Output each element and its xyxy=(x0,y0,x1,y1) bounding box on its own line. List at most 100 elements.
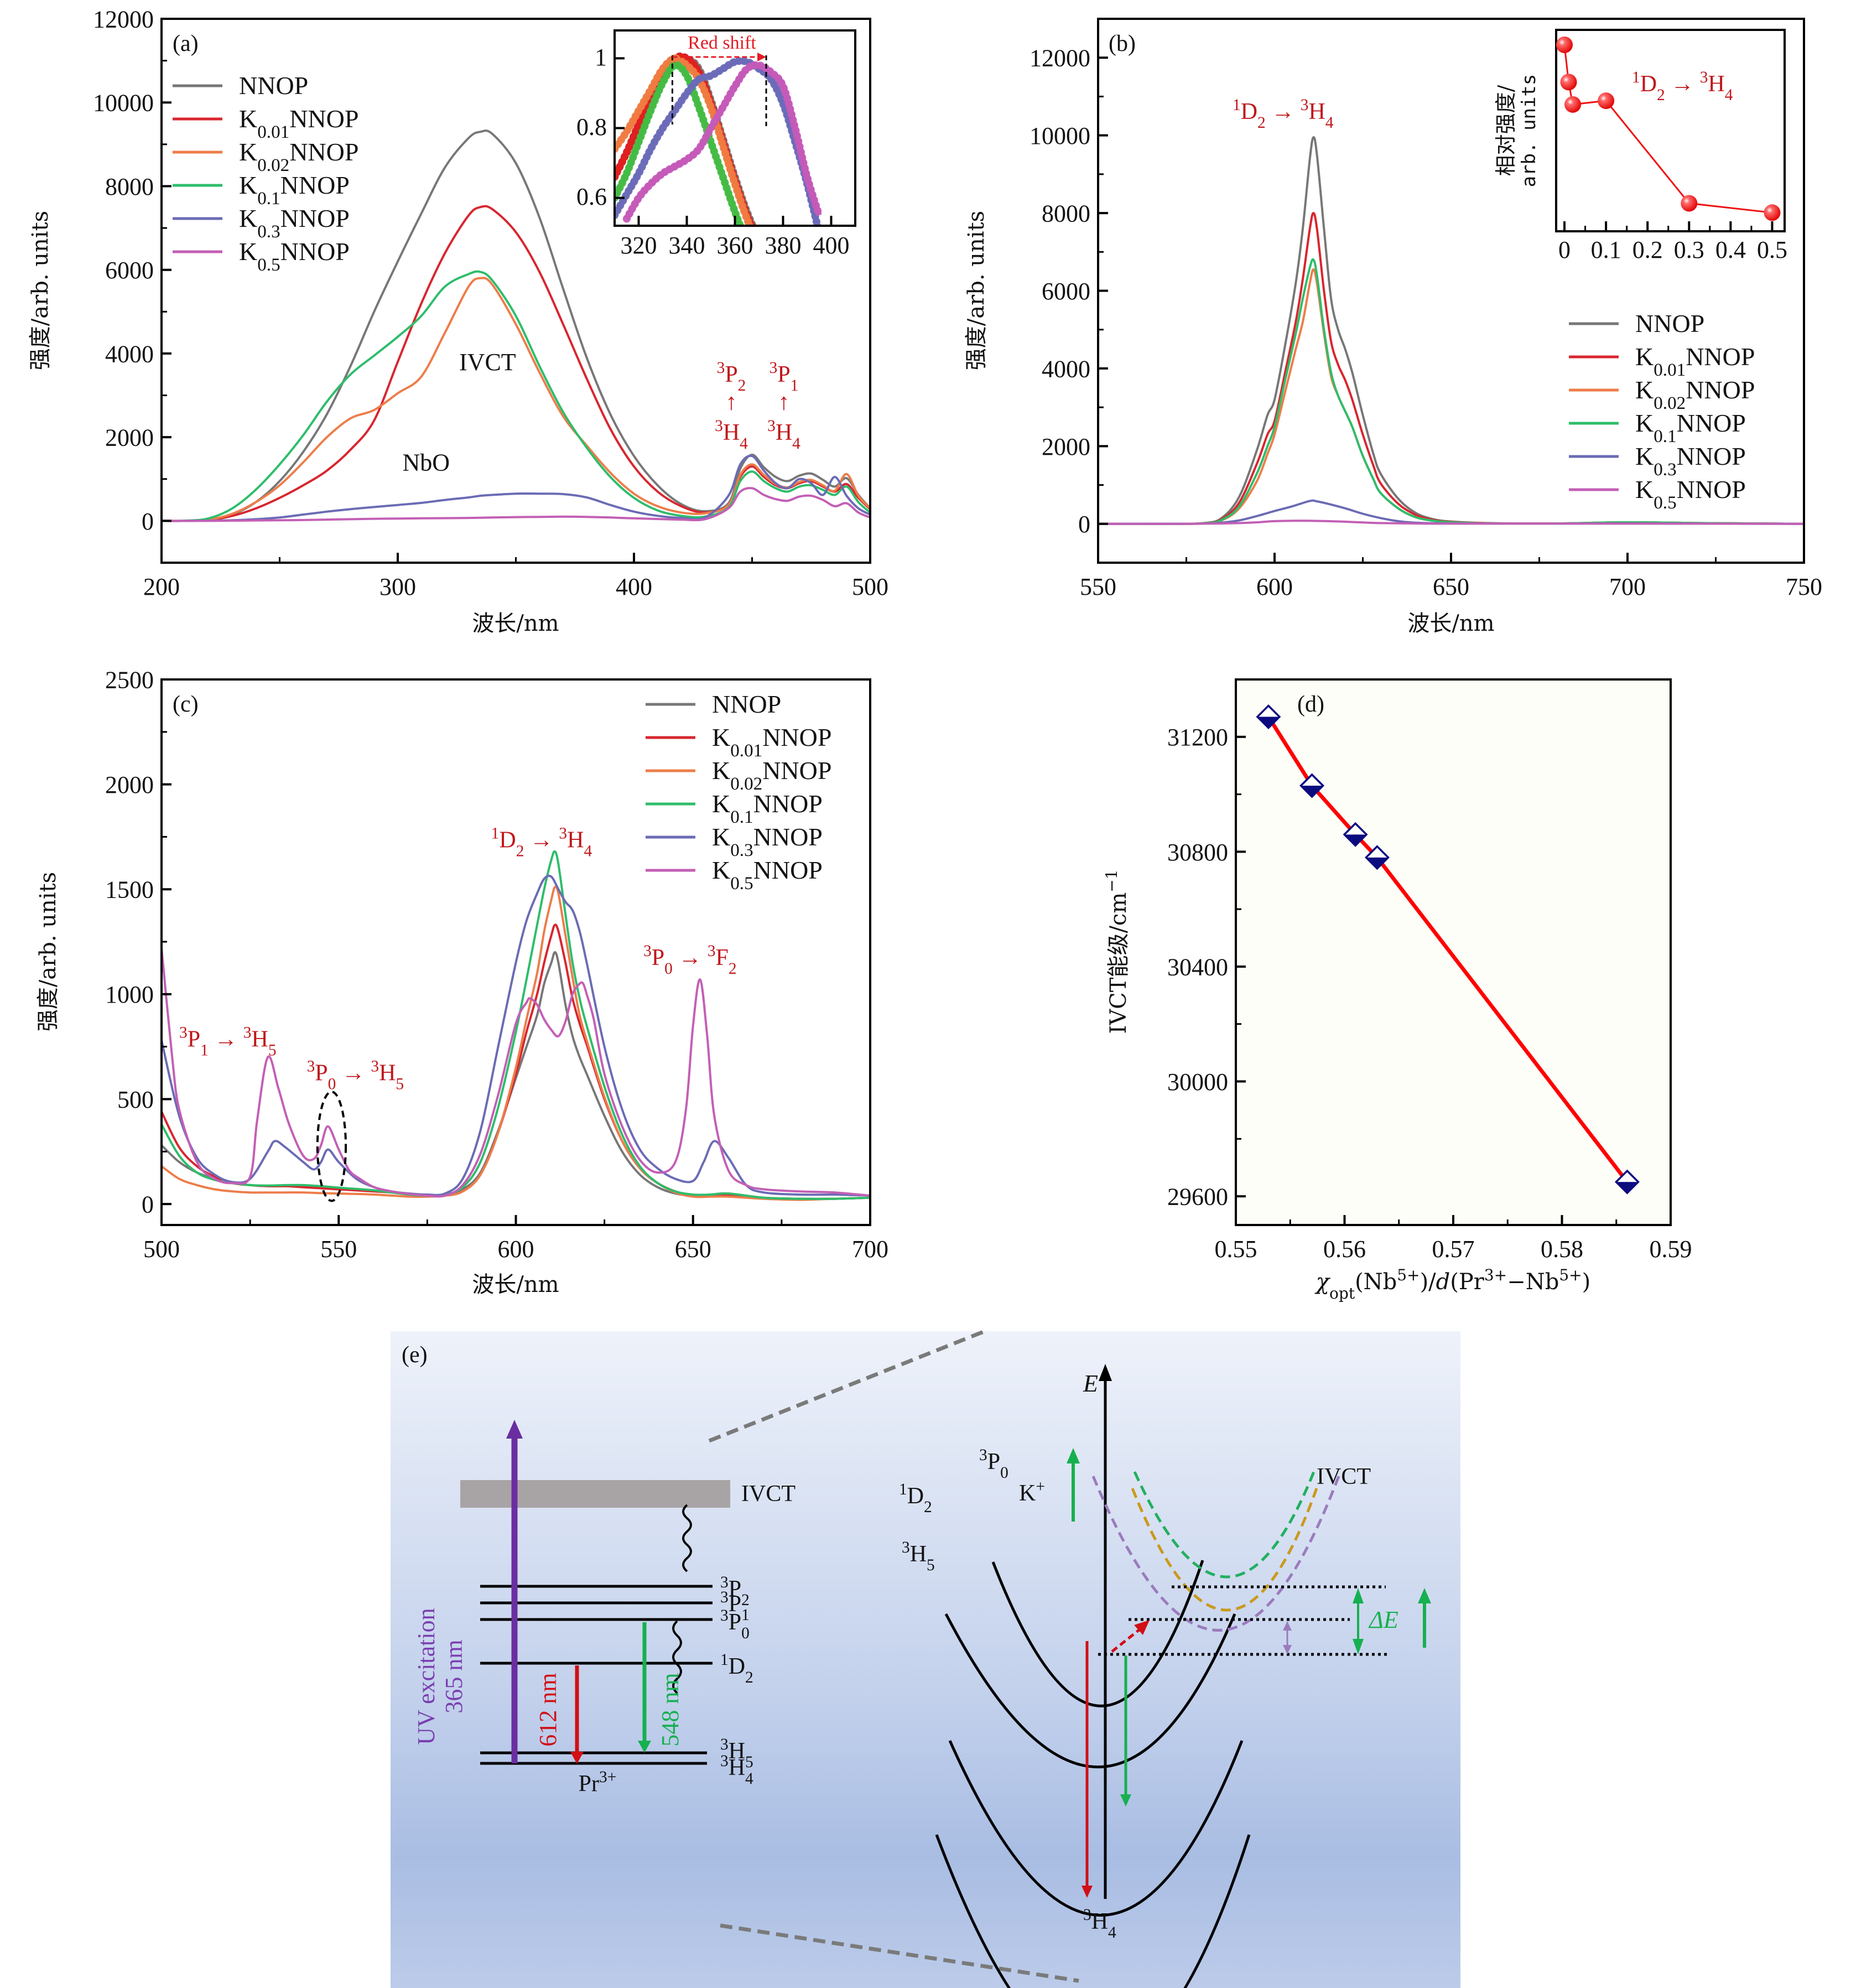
x-tick-label: 0.59 xyxy=(1650,1236,1692,1263)
legend-label: K0.5NNOP xyxy=(239,237,350,275)
transition-annotation: 3P1 → 3H5 xyxy=(179,1024,277,1060)
y-tick-label: 30000 xyxy=(1167,1068,1228,1096)
pr3plus-text: Pr3+ xyxy=(579,1768,617,1797)
ivct-curve-green xyxy=(1133,1471,1316,1579)
panel-e-label: (e) xyxy=(402,1342,428,1368)
panel-a-inset-plot xyxy=(615,52,823,226)
y-tick-label: 6000 xyxy=(105,257,154,284)
panel-e-background xyxy=(391,1331,1460,1988)
series-line-K0.3NNOP xyxy=(160,874,871,1197)
x-tick-label: 750 xyxy=(1786,573,1822,600)
curve-3H4 xyxy=(935,1834,1251,1988)
y-tick-label: 30800 xyxy=(1167,839,1228,866)
panel-c-xlabel: 波长/nm xyxy=(472,1272,559,1297)
y-tick-label: 500 xyxy=(117,1086,154,1113)
panel-b-inset: 0 0.1 0.2 0.3 0.4 0.5 相对强度/ arb. units 1D2 → … xyxy=(1494,29,1787,263)
x-tick-label: 550 xyxy=(1080,573,1116,600)
x-tick-label: 200 xyxy=(143,573,180,600)
legend-label: K0.1NNOP xyxy=(239,171,350,209)
panel-a: 200 300 400 500020004000600080001000012000 … xyxy=(28,6,888,636)
legend-item: K0.01NNOP xyxy=(1569,342,1755,380)
legend-item: K0.1NNOP xyxy=(646,790,823,827)
panel-b-inset-ylabel-2: arb. units xyxy=(1518,74,1540,188)
legend-item: K0.3NNOP xyxy=(646,823,823,860)
peak-label-1d2-3h4: 1D2 → 3H4 xyxy=(1233,96,1334,132)
x-tick-label: 0.55 xyxy=(1215,1236,1257,1263)
purple-gap-arrowhead-down-icon xyxy=(1283,1645,1292,1654)
legend-item: K0.3NNOP xyxy=(173,204,350,242)
panel-a-xlabel: 波长/nm xyxy=(472,611,559,636)
y-tick-label: 4000 xyxy=(1042,355,1090,382)
level-label-1D2: 1D2 xyxy=(720,1651,753,1686)
panel-c-annotations: 3P1 → 3H5 3P0 → 3H5 1D2 → 3H4 3P0 → 3F2 xyxy=(179,824,737,1202)
panel-d-axes: 0.55 0.56 0.57 0.58 0.59 29600 30000 30400 30800… xyxy=(1167,724,1692,1263)
curve-label-3H5: 3H5 xyxy=(902,1539,935,1574)
inset-b-point-0.01 xyxy=(1560,74,1577,91)
curve-labels: 3P0 1D2 3H5 3H4 xyxy=(899,1446,1116,1942)
inset-b-point-0.3 xyxy=(1681,195,1698,212)
emission-red-cc-arrowhead-icon xyxy=(1082,1886,1093,1898)
inset-b-point-0.1 xyxy=(1598,92,1615,110)
legend-item: K0.3NNOP xyxy=(1569,442,1746,480)
legend-label: K0.1NNOP xyxy=(712,790,823,827)
nonradiative-relaxation-upper-icon xyxy=(682,1504,692,1572)
ivct-curve-purple xyxy=(1091,1476,1340,1632)
panel-b-inset-axes: 0 0.1 0.2 0.3 0.4 0.5 xyxy=(1558,221,1787,263)
legend-label: NNOP xyxy=(712,690,781,718)
panel-d-xlabel-text: χopt(Nb5+)/d(Pr3+−Nb5+) xyxy=(1314,1266,1590,1302)
y-tick-label: 0.6 xyxy=(576,183,607,210)
transition-upper-3P1: 3P1 xyxy=(769,359,799,395)
curve-label-3H4: 3H4 xyxy=(1083,1906,1116,1942)
x-tick-label: 500 xyxy=(852,573,888,600)
red-shift-arrowhead-icon xyxy=(757,53,767,61)
legend-label: K0.02NNOP xyxy=(1635,376,1755,413)
panel-b: 550 600 650 700 750 0 2000 4000 6000 8000 10000 120… xyxy=(964,18,1822,636)
x-tick-label: 0.5 xyxy=(1757,236,1787,263)
panel-d-label: (d) xyxy=(1297,692,1324,717)
marker-lower-half xyxy=(1366,857,1389,869)
energy-axis-arrowhead-icon xyxy=(1099,1364,1112,1381)
panel-d-xlabel: χopt(Nb5+)/d(Pr3+−Nb5+) xyxy=(1314,1266,1590,1302)
panel-b-inset-frame xyxy=(1555,29,1786,232)
transition-annotation: 1D2 → 3H4 xyxy=(491,824,592,860)
emission-548-label: 548 nm xyxy=(657,1673,684,1746)
panel-d-ylabel: IVCT能级/cm−1 xyxy=(1103,869,1132,1034)
transition-lower-3H4: 3H4 xyxy=(715,417,748,453)
legend-label: K0.3NNOP xyxy=(1635,442,1746,480)
y-tick-label: 30400 xyxy=(1167,953,1228,980)
y-tick-label: 10000 xyxy=(93,90,154,117)
legend-item: K0.1NNOP xyxy=(173,171,350,209)
marker-lower-half xyxy=(1344,834,1367,846)
inset-b-point-0.5 xyxy=(1764,204,1781,221)
curve-3P0 xyxy=(991,1560,1204,1707)
x-tick-label: 0.3 xyxy=(1674,236,1704,263)
marker-outline xyxy=(1364,845,1390,870)
delta-e-label: ΔE xyxy=(1368,1606,1398,1633)
y-tick-label: 0 xyxy=(142,508,154,535)
k-plus-label: K+ xyxy=(1019,1478,1045,1506)
legend-item: NNOP xyxy=(173,71,308,100)
marker-upper-half xyxy=(1301,775,1323,786)
series-line-NNOP xyxy=(161,129,871,522)
transition-annotation: 3P0 → 3H5 xyxy=(307,1057,404,1093)
thermal-population-arrowhead-icon xyxy=(1134,1620,1150,1635)
data-point-0.563 xyxy=(1364,845,1390,870)
highlight-ellipse xyxy=(316,1091,347,1202)
legend-item: NNOP xyxy=(1569,309,1704,338)
x-tick-label: 700 xyxy=(852,1236,888,1263)
zoom-connector-bottom xyxy=(720,1923,1079,1983)
legend-item: K0.02NNOP xyxy=(646,756,831,794)
uv-excitation-arrowhead-icon xyxy=(506,1420,523,1439)
panel-b-ylabel: 强度/arb. units xyxy=(964,211,989,370)
panel-c-plot-area xyxy=(160,850,871,1201)
legend-item: K0.01NNOP xyxy=(173,105,358,142)
y-tick-label: 2500 xyxy=(105,666,154,693)
panel-d-plot-area xyxy=(1256,704,1640,1195)
x-tick-label: 600 xyxy=(1256,573,1293,600)
legend-label: K0.3NNOP xyxy=(239,204,350,242)
series-line-K0.3NNOP xyxy=(162,454,871,522)
legend-item: K0.5NNOP xyxy=(646,856,823,894)
legend-item: K0.01NNOP xyxy=(646,723,831,761)
k-doping-arrowhead-icon xyxy=(1067,1448,1080,1463)
